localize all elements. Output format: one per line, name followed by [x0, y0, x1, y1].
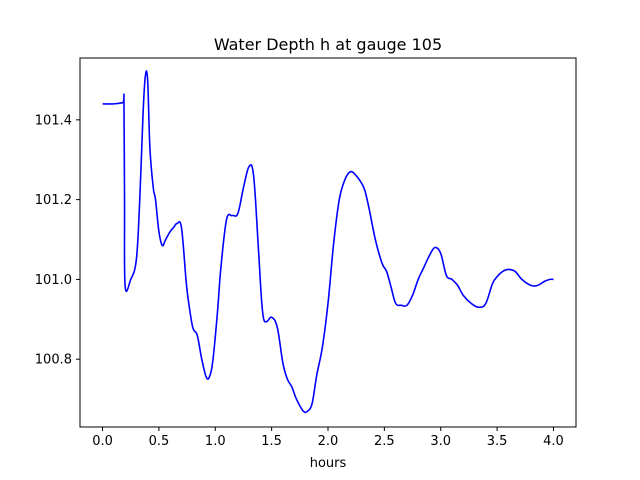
x-tick-label: 2.0	[318, 434, 339, 449]
x-tick-label: 3.0	[430, 434, 451, 449]
x-tick-label: 1.5	[261, 434, 282, 449]
x-tick-label: 0.5	[149, 434, 170, 449]
y-tick-label: 101.2	[35, 193, 72, 208]
x-tick-label: 4.0	[543, 434, 564, 449]
y-tick-label: 101.4	[35, 113, 72, 128]
y-tick-label: 100.8	[35, 353, 72, 368]
axis-ticks: 0.0 0.5 1.0 1.5 2.0 2.5 3.0 3.5 4.0 100.8 101.0 101…	[35, 113, 564, 449]
series-line	[102, 70, 554, 414]
plot-area	[102, 70, 554, 414]
x-tick-label: 0.0	[92, 434, 113, 449]
chart-title: Water Depth h at gauge 105	[214, 35, 442, 54]
x-tick-label: 3.5	[487, 434, 508, 449]
x-tick-label: 1.0	[205, 434, 226, 449]
x-axis-label: hours	[310, 456, 347, 471]
x-tick-label: 2.5	[374, 434, 395, 449]
y-tick-label: 101.0	[35, 273, 72, 288]
